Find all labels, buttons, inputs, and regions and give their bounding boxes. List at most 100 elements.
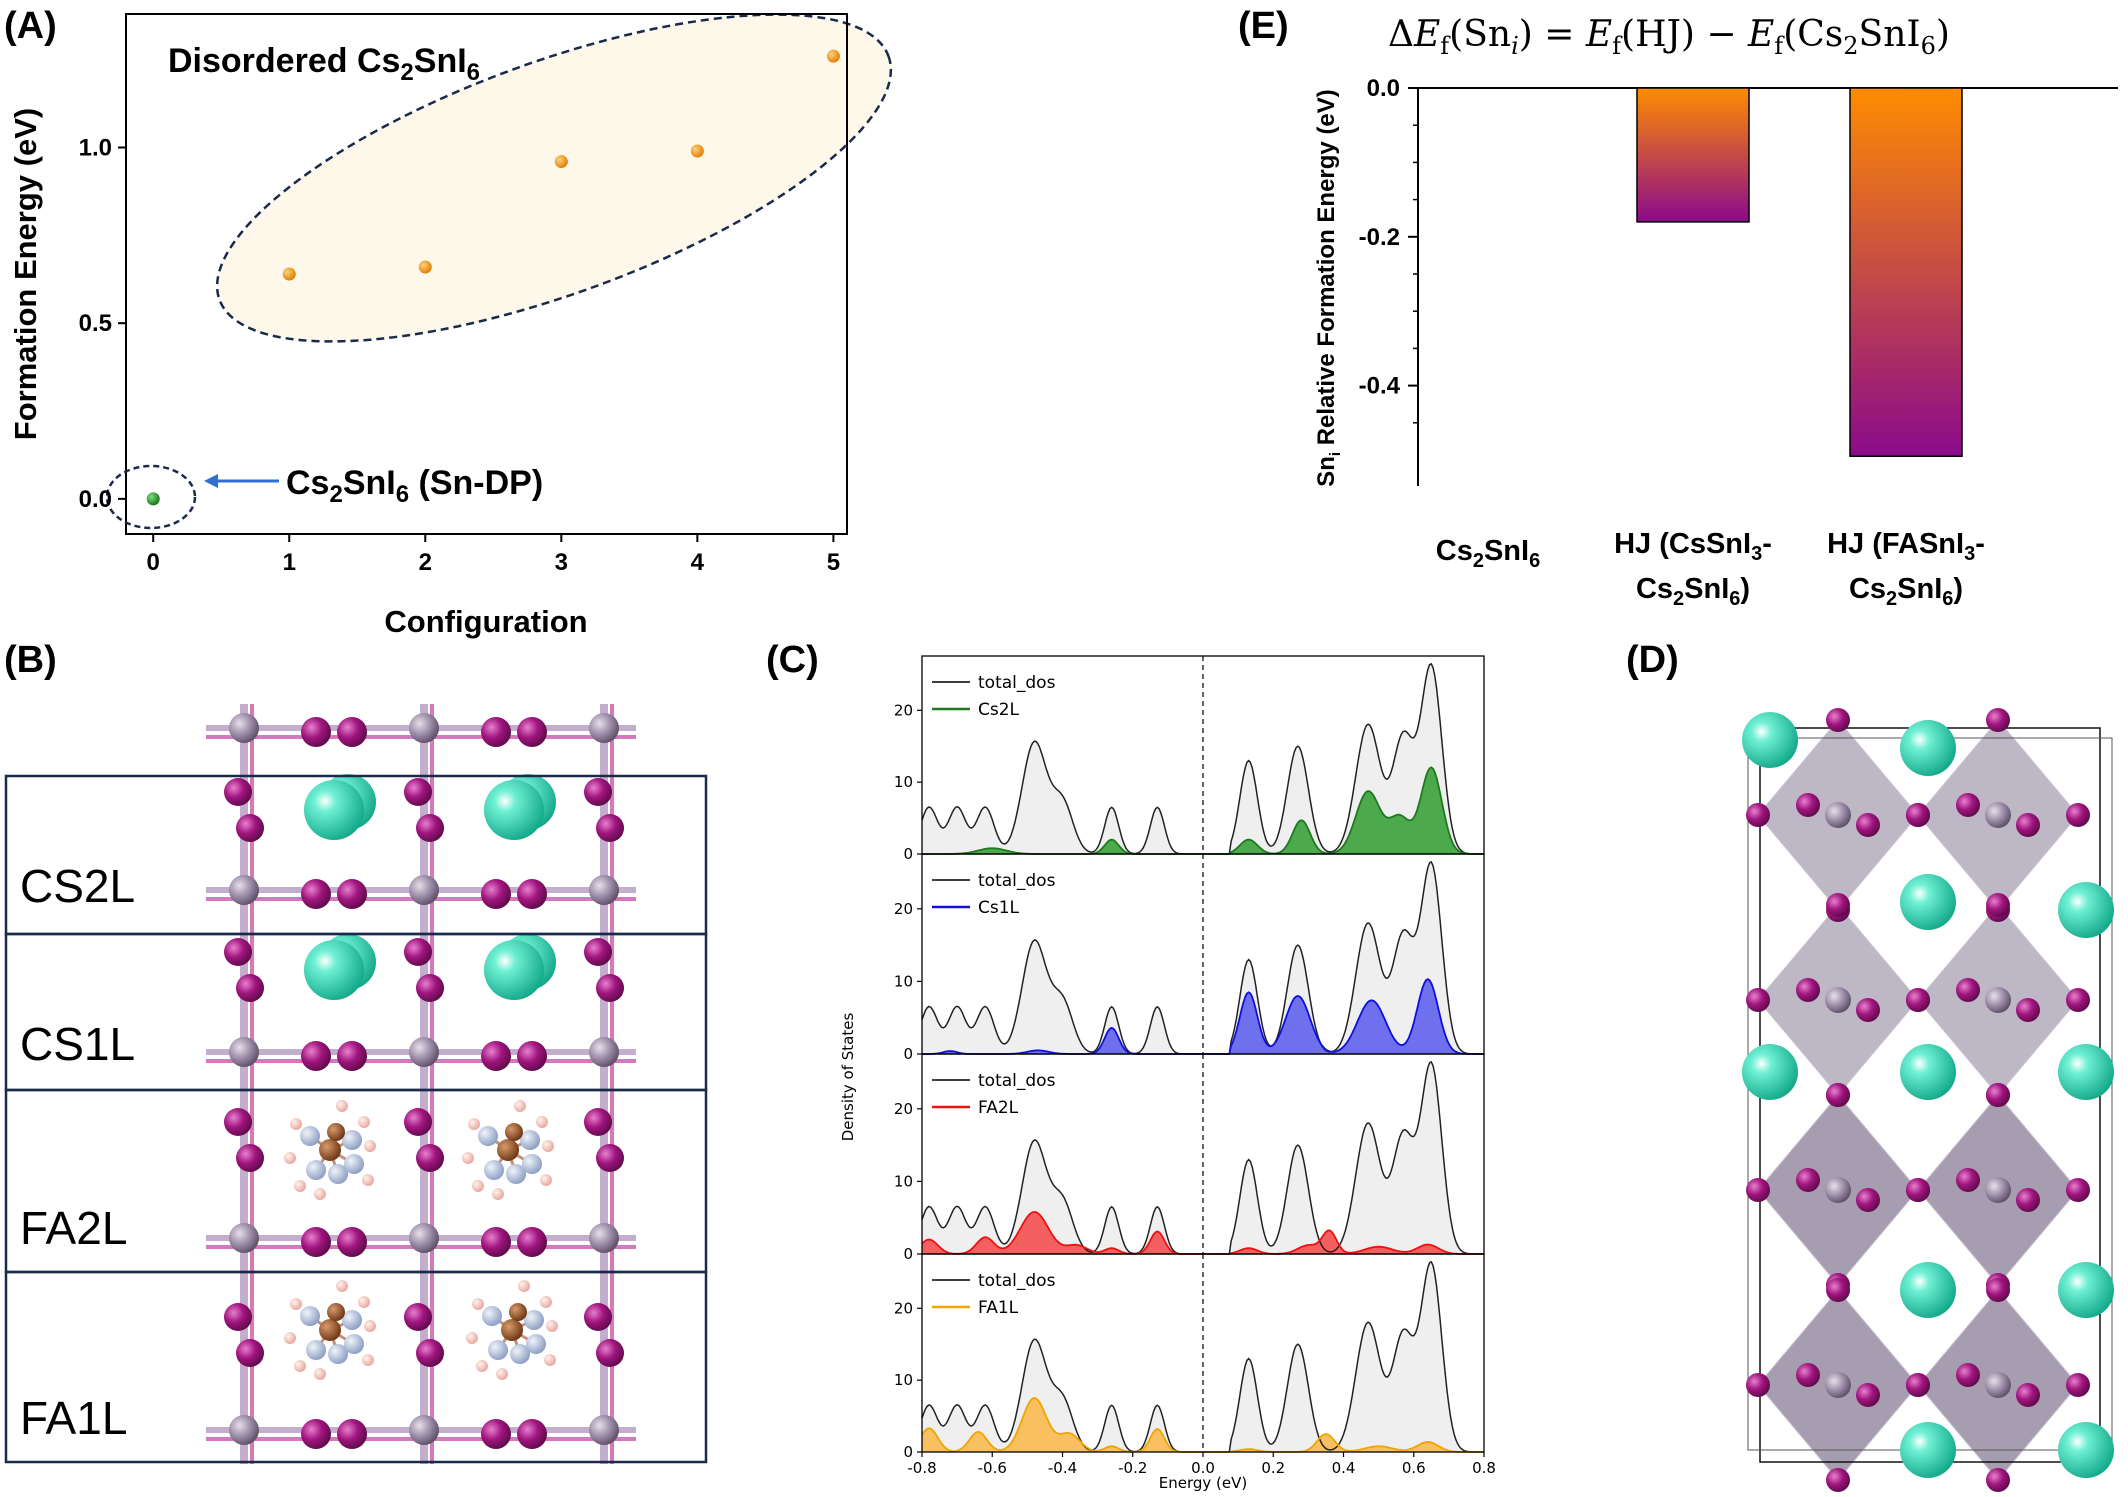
c-ytick-label: 0 — [903, 1045, 913, 1063]
c-ytick-label: 20 — [894, 1299, 913, 1317]
b-hydrogen-atom — [314, 1188, 326, 1200]
b-iodine-atom — [517, 1041, 547, 1071]
b-tin-atom — [229, 713, 259, 743]
b-hydrogen-atom — [294, 1360, 306, 1372]
d-iodine-atom — [1956, 1168, 1980, 1192]
a-data-point — [554, 155, 568, 169]
b-iodine-atom — [596, 814, 624, 842]
b-iodine-atom — [337, 879, 367, 909]
a-xlabel: Configuration — [384, 604, 587, 639]
b-hydrogen-atom — [542, 1140, 554, 1152]
d-cesium-atom — [1900, 1262, 1956, 1318]
c-xtick-label: 0.2 — [1261, 1459, 1285, 1477]
b-nitrogen-atom — [342, 1310, 362, 1330]
b-hydrogen-atom — [336, 1100, 348, 1112]
b-nitrogen-atom — [300, 1126, 320, 1146]
b-iodine-atom — [596, 1144, 624, 1172]
b-bond-column — [420, 704, 428, 1464]
b-iodine-atom — [337, 1419, 367, 1449]
d-iodine-atom — [1796, 1363, 1820, 1387]
b-iodine-atom — [404, 938, 432, 966]
b-iodine-atom — [301, 879, 331, 909]
c-ytick-label: 0 — [903, 845, 913, 863]
d-tin-atom — [1825, 1372, 1851, 1398]
b-iodine-atom — [584, 778, 612, 806]
b-layer-label: FA2L — [20, 1202, 127, 1254]
b-hydrogen-atom — [314, 1368, 326, 1380]
c-xlabel: Energy (eV) — [1159, 1474, 1247, 1492]
d-iodine-atom — [1986, 1083, 2010, 1107]
b-tin-atom — [409, 713, 439, 743]
b-hydrogen-atom — [284, 1152, 296, 1164]
b-cesium-atom — [304, 940, 364, 1000]
b-hydrogen-atom — [284, 1332, 296, 1344]
b-nitrogen-atom — [478, 1126, 498, 1146]
b-tin-atom — [589, 713, 619, 743]
b-iodine-atom — [481, 1419, 511, 1449]
b-hydrogen-atom — [290, 1298, 302, 1310]
b-hydrogen-atom — [496, 1368, 508, 1380]
b-tin-atom — [409, 1037, 439, 1067]
b-nitrogen-atom — [520, 1130, 540, 1150]
c-layer-dos-fill — [922, 1398, 1484, 1452]
b-bond-column — [250, 704, 254, 1464]
b-tin-atom — [229, 1223, 259, 1253]
b-bond-column — [240, 704, 248, 1464]
d-iodine-atom — [1746, 1178, 1770, 1202]
b-tin-atom — [409, 1415, 439, 1445]
d-iodine-atom — [1906, 988, 1930, 1012]
d-cesium-atom — [2058, 1044, 2114, 1100]
sndp-arrow-head — [204, 474, 218, 488]
b-carbon-atom — [319, 1139, 341, 1161]
b-hydrogen-atom — [462, 1152, 474, 1164]
c-legend-layer-label: FA1L — [978, 1298, 1019, 1318]
c-ytick-label: 10 — [894, 1371, 913, 1389]
d-iodine-atom — [1826, 1468, 1850, 1492]
b-nitrogen-atom — [342, 1130, 362, 1150]
a-ytick-label: 0.5 — [79, 310, 112, 337]
c-legend-layer-label: Cs1L — [978, 898, 1020, 918]
b-hydrogen-atom — [536, 1116, 548, 1128]
e-ytick-label: -0.4 — [1359, 373, 1401, 400]
b-nitrogen-atom — [526, 1334, 546, 1354]
c-xtick-label: -0.4 — [1048, 1459, 1077, 1477]
disordered-region-ellipse — [215, 13, 893, 343]
d-iodine-atom — [1956, 793, 1980, 817]
a-xtick-label: 5 — [827, 549, 840, 576]
e-cat-2-line2: Cs2SnI6) — [1849, 573, 1963, 610]
panel-c-dos: 0 10 20 total_dos Cs2L 0 10 20 total_dos Cs1L 0 10 2… — [839, 655, 1496, 1492]
b-iodine-atom — [301, 1227, 331, 1257]
c-layer-dos-fill — [922, 767, 1484, 854]
b-hydrogen-atom — [492, 1188, 504, 1200]
d-tin-atom — [1825, 987, 1851, 1013]
c-legend-total-label: total_dos — [978, 1071, 1056, 1091]
b-iodine-atom — [481, 717, 511, 747]
b-hydrogen-atom — [540, 1296, 552, 1308]
a-ylabel: Formation Energy (eV) — [8, 108, 43, 440]
c-xtick-label: -0.8 — [907, 1459, 936, 1477]
d-iodine-atom — [1826, 1278, 1850, 1302]
b-iodine-atom — [301, 1419, 331, 1449]
c-ytick-label: 20 — [894, 701, 913, 719]
c-ytick-label: 10 — [894, 773, 913, 791]
d-iodine-atom — [1746, 988, 1770, 1012]
b-iodine-atom — [337, 717, 367, 747]
d-tin-atom — [1825, 1177, 1851, 1203]
e-formula: ΔEf(Sni) = Ef(HJ) − Ef(Cs2SnI6) — [1388, 14, 1950, 60]
a-ytick-label: 0.0 — [79, 486, 112, 513]
b-iodine-atom — [404, 1108, 432, 1136]
disordered-label: Disordered Cs2SnI6 — [168, 42, 480, 86]
c-xtick-label: 0.8 — [1472, 1459, 1496, 1477]
c-layer-dos-fill — [922, 979, 1484, 1054]
plot-a-frame — [125, 13, 848, 535]
b-iodine-atom — [416, 1144, 444, 1172]
b-iodine-atom — [404, 1303, 432, 1331]
d-iodine-atom — [1826, 708, 1850, 732]
e-bar — [1849, 87, 1963, 458]
b-iodine-atom — [517, 879, 547, 909]
c-legend-total-label: total_dos — [978, 1271, 1056, 1291]
b-bond-column — [610, 704, 614, 1464]
b-iodine-atom — [517, 1419, 547, 1449]
d-iodine-atom — [2016, 998, 2040, 1022]
